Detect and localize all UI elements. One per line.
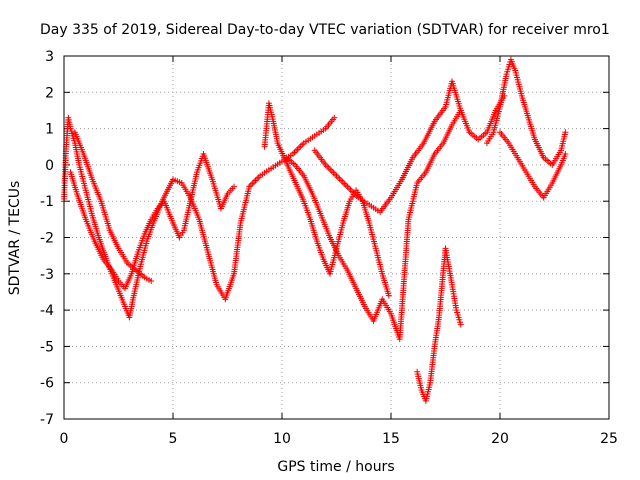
data-point-interp (325, 165, 332, 172)
data-point-interp (341, 180, 348, 187)
y-tick-label: -4 (40, 303, 54, 319)
data-point (331, 114, 338, 121)
y-tick-label: 2 (45, 85, 54, 101)
x-tick-label: 20 (491, 431, 509, 447)
data-point-interp (335, 174, 342, 181)
x-tick-label: 10 (273, 431, 291, 447)
data-point (344, 183, 351, 190)
y-tick-label: -6 (40, 376, 54, 392)
data-point (457, 321, 464, 328)
data-point-interp (249, 180, 256, 187)
x-axis-label: GPS time / hours (277, 459, 394, 475)
data-point-interp (330, 169, 337, 176)
data-point-interp (294, 146, 301, 153)
data-point-interp (254, 175, 261, 182)
x-tick-label: 5 (169, 431, 178, 447)
data-point-interp (339, 179, 346, 186)
y-tick-label: -3 (40, 267, 54, 283)
data-point (562, 129, 569, 136)
data-markers (61, 56, 569, 404)
plot-frame (63, 55, 610, 420)
data-point (148, 278, 155, 285)
data-point (562, 151, 569, 158)
data-point-interp (293, 147, 300, 154)
y-tick-label: -2 (40, 231, 54, 247)
data-point-interp (250, 179, 257, 186)
y-tick-label: 1 (45, 122, 54, 138)
data-point-interp (328, 168, 335, 175)
data-point-interp (338, 177, 345, 184)
data-point-interp (296, 144, 303, 151)
data-point-interp (349, 188, 356, 195)
data-point-interp (345, 185, 352, 192)
data-point-interp (336, 175, 343, 182)
y-tick-label: -1 (40, 194, 54, 210)
data-point-interp (331, 171, 338, 178)
data-point-interp (347, 186, 354, 193)
x-tick-label: 0 (60, 431, 69, 447)
x-tick-label: 25 (600, 431, 618, 447)
data-point-interp (299, 141, 306, 148)
data-point (231, 183, 238, 190)
data-point-interp (342, 182, 349, 189)
y-tick-label: -5 (40, 339, 54, 355)
y-tick-label: 0 (45, 158, 54, 174)
chart-title: Day 335 of 2019, Sidereal Day-to-day VTE… (40, 22, 610, 38)
data-point (385, 292, 392, 299)
data-point-interp (252, 177, 259, 184)
data-point-interp (297, 143, 304, 150)
axes: -7 -6 -5 -4 -3 -2 -1 0 1 2 3 0 5 10 15 20 25 (40, 49, 618, 447)
data-point-interp (255, 174, 262, 181)
y-axis-label: SDTVAR / TECUs (7, 181, 23, 296)
data-point-interp (327, 166, 334, 173)
data-point-interp (324, 163, 331, 170)
x-tick-label: 15 (382, 431, 400, 447)
y-tick-label: 3 (45, 49, 54, 65)
data-point-interp (291, 149, 298, 156)
y-tick-label: -7 (40, 412, 54, 428)
data-point (333, 172, 340, 179)
